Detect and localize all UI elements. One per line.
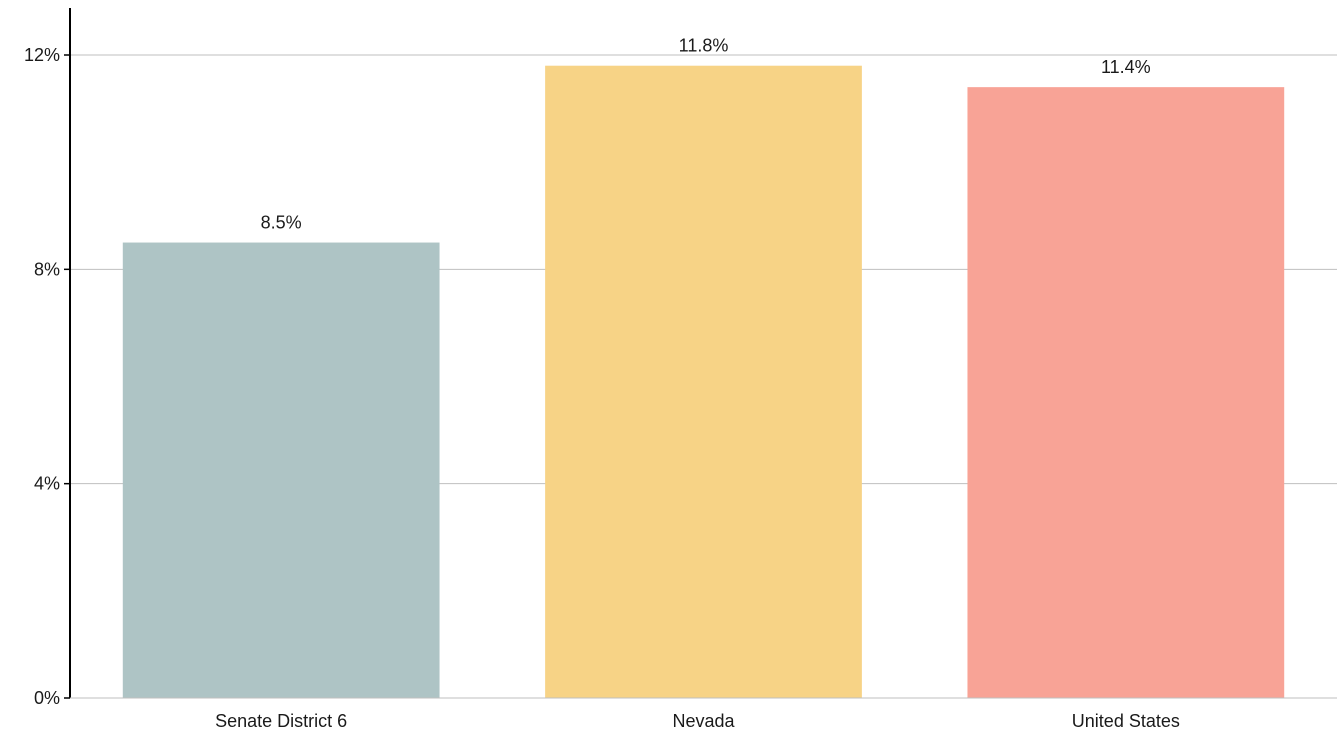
bars	[122, 65, 1285, 698]
data-labels: 8.5% 11.8% 11.4%	[261, 36, 1151, 233]
bar-united-states	[967, 87, 1285, 698]
axes	[69, 8, 1337, 699]
bar-senate-district-6	[122, 242, 440, 698]
y-tick-label: 0%	[34, 688, 60, 708]
data-label: 8.5%	[261, 213, 302, 233]
y-tick-label: 4%	[34, 474, 60, 494]
x-category-label: Nevada	[672, 711, 735, 731]
x-axis-labels: Senate District 6 Nevada United States	[215, 711, 1180, 731]
y-tick-label: 8%	[34, 259, 60, 279]
data-label: 11.8%	[679, 36, 729, 56]
data-label: 11.4%	[1101, 57, 1151, 77]
y-tick-label: 12%	[24, 45, 60, 65]
y-axis-ticks: 0% 4% 8% 12%	[24, 45, 70, 708]
bar-nevada	[545, 65, 862, 698]
x-category-label: Senate District 6	[215, 711, 347, 731]
x-category-label: United States	[1072, 711, 1180, 731]
